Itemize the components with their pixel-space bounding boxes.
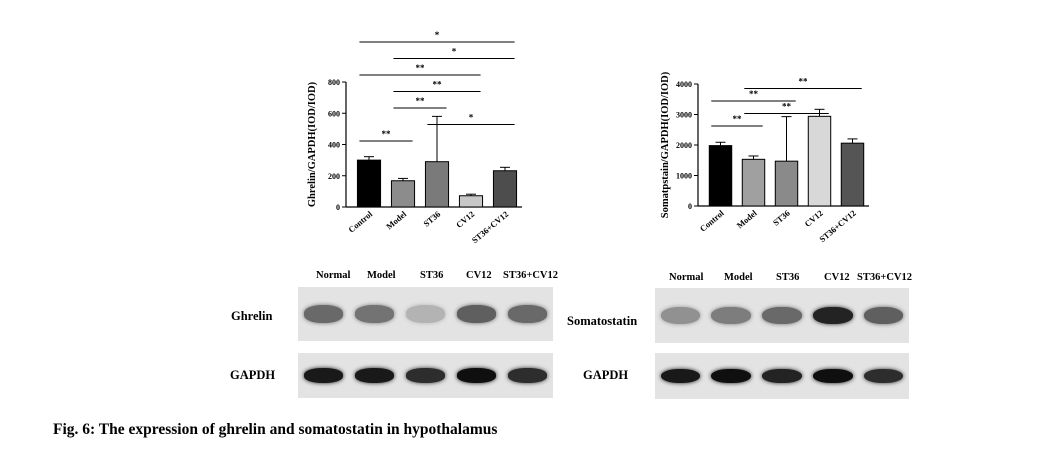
blot2-row0-band (863, 306, 904, 325)
chart1-y-axis-label: Ghrelin/GAPDH(IOD/IOD) (307, 81, 318, 207)
blot2-row0-band (660, 306, 701, 325)
chart2-significance-label: ** (733, 114, 743, 124)
blot1-row-gapdh-label: GAPDH (230, 368, 276, 382)
blot1-row1-band (507, 368, 548, 383)
blot1-lane-st36: ST36 (420, 270, 444, 281)
chart1-significance-label: ** (416, 96, 426, 106)
blot1-row1-band (456, 368, 497, 383)
blot1-row-ghrelin-label: Ghrelin (231, 309, 273, 323)
chart2-x-tick-label: CV12 (802, 208, 824, 229)
blot1-lane-cv12: CV12 (466, 270, 492, 281)
somatostatin-blot-strip (655, 288, 909, 343)
blot2-row1-band (711, 368, 751, 384)
blot1-lane-normal: Normal (316, 270, 351, 281)
blot2-row0-band (711, 306, 751, 325)
chart1-x-tick-label: CV12 (454, 209, 476, 230)
chart1-significance-label: ** (433, 80, 443, 90)
chart2-y-tick-label: 2000 (676, 141, 692, 150)
chart1-y-tick-label: 800 (328, 78, 340, 87)
chart2-bar-control (708, 145, 733, 207)
chart1-significance-label: * (469, 113, 474, 123)
chart1-bar-model (390, 180, 416, 208)
chart2-y-axis-label: Somatpstain/GAPDH(IOD/IOD) (660, 71, 671, 218)
blot2-row0-band (812, 306, 853, 325)
blot1-lane-model: Model (367, 270, 396, 281)
chart2-significance-label: ** (749, 89, 759, 99)
chart1-bar-control (356, 159, 382, 208)
chart2-bar-cv12 (807, 115, 832, 207)
somatostatin-gapdh-blot-strip (655, 353, 909, 399)
blot2-row1-band (762, 368, 802, 384)
chart1-bar-cv12 (458, 195, 484, 208)
chart1-bar-st36-cv12 (492, 170, 518, 208)
ghrelin-blot-strip (298, 287, 553, 341)
chart2-x-tick-label: Model (735, 207, 760, 230)
blot1-row0-band (354, 305, 395, 323)
chart2-significance-label: ** (782, 102, 792, 112)
blot2-lane-cv12: CV12 (824, 272, 850, 283)
chart1-significance-label: * (452, 47, 457, 57)
chart1-y-tick-label: 400 (328, 141, 340, 150)
blot1-row0-band (303, 305, 344, 323)
blot2-lane-st36: ST36 (776, 272, 800, 283)
chart2-significance-label: ** (799, 77, 809, 87)
ghrelin-gapdh-blot-strip (298, 353, 553, 398)
chart2-x-tick-label: Control (698, 207, 727, 233)
blot2-row1-band (812, 368, 853, 384)
blot2-lane-normal: Normal (669, 272, 704, 283)
blot2-row-gapdh-label: GAPDH (583, 368, 629, 382)
chart1-x-tick-label: ST36+CV12 (470, 209, 511, 245)
blot2-row0-band (762, 306, 802, 325)
chart1-x-tick-label: Control (346, 208, 375, 234)
blot1-lane-st36-cv12: ST36+CV12 (503, 270, 558, 281)
figure-caption: Fig. 6: The expression of ghrelin and so… (53, 421, 498, 438)
ghrelin-bar-chart: Ghrelin/GAPDH(IOD/IOD) 0 200 400 600 800 Contr… (307, 30, 522, 245)
chart1-y-tick-label: 600 (328, 109, 340, 118)
blot2-row1-band (863, 368, 904, 384)
chart1-significance-label: ** (416, 63, 426, 73)
blot2-row-somatostatin-label: Somatostatin (567, 314, 638, 328)
blot2-lane-st36-cv12: ST36+CV12 (857, 272, 912, 283)
blot1-row0-band (456, 305, 497, 323)
chart2-bar-model (741, 158, 766, 207)
chart2-x-tick-label: ST36+CV12 (817, 208, 858, 244)
chart2-bar-st36-cv12 (840, 142, 865, 207)
chart1-significance-label: * (435, 30, 440, 40)
chart1-x-tick-label: ST36 (421, 209, 442, 229)
blot2-row1-band (660, 368, 701, 384)
blot1-row1-band (405, 368, 446, 383)
chart2-x-tick-label: ST36 (771, 208, 792, 228)
chart2-y-tick-label: 0 (688, 202, 692, 211)
chart1-bar-st36 (424, 161, 450, 208)
chart1-y-tick-label: 200 (328, 172, 340, 181)
chart1-x-tick-label: Model (384, 208, 409, 231)
chart2-bar-st36 (774, 160, 799, 207)
somatostatin-bar-chart: Somatpstain/GAPDH(IOD/IOD) 0 1000 2000 3000 4… (660, 71, 869, 244)
blot1-row1-band (303, 368, 344, 383)
chart2-y-tick-label: 3000 (676, 111, 692, 120)
chart2-y-tick-label: 1000 (676, 172, 692, 181)
blot2-lane-model: Model (724, 272, 753, 283)
blot1-row1-band (354, 368, 395, 383)
chart1-significance-label: ** (382, 129, 392, 139)
chart2-y-tick-label: 4000 (676, 80, 692, 89)
blot1-row0-band (405, 305, 446, 323)
chart1-y-tick-label: 0 (336, 203, 340, 212)
blot1-row0-band (507, 305, 548, 323)
